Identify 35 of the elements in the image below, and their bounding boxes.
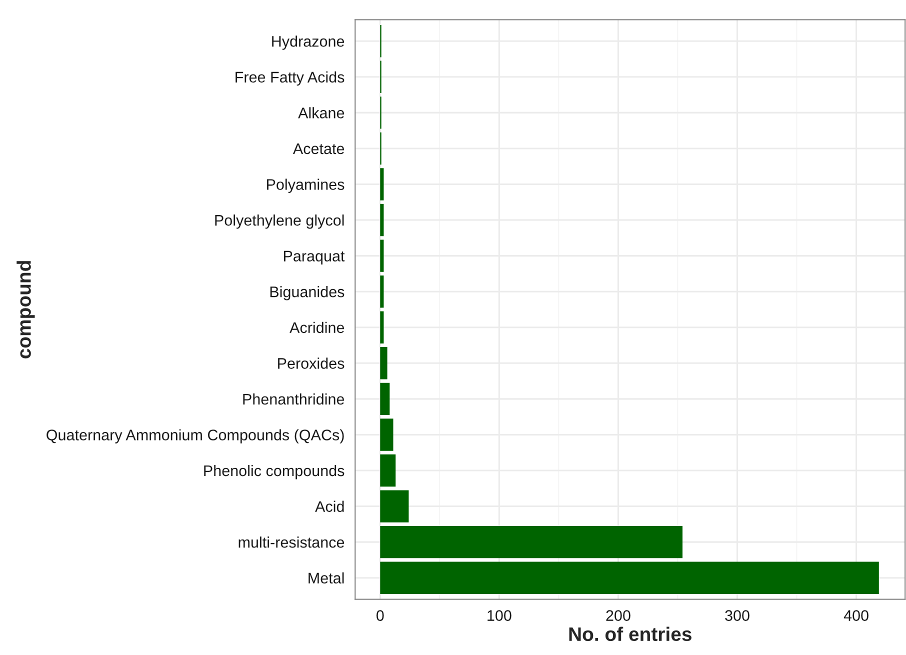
bar <box>380 418 394 451</box>
y-tick-label: Paraquat <box>284 250 345 265</box>
bar <box>380 204 384 236</box>
x-tick-label: 0 <box>376 610 384 621</box>
y-tick-label: Biguanides <box>270 286 344 300</box>
bar <box>380 526 682 558</box>
bar <box>380 311 384 344</box>
y-tick-label: Peroxides <box>278 358 344 369</box>
y-tick-label: multi-resistance <box>238 536 344 548</box>
y-tick-label: Metal <box>308 572 344 584</box>
y-tick-label: Quaternary Ammonium Compounds (QACs) <box>46 429 344 444</box>
y-axis-title: compound <box>16 261 35 358</box>
bar <box>380 275 384 308</box>
x-tick-label: 200 <box>606 610 630 621</box>
y-tick-label: Acid <box>315 500 344 512</box>
y-tick-label: Phenolic compounds <box>204 464 344 480</box>
bar <box>380 454 396 487</box>
x-tick-label: 100 <box>488 610 512 621</box>
bar <box>380 562 879 594</box>
bar <box>380 490 409 522</box>
x-tick-label: 300 <box>725 610 750 621</box>
y-tick-label: Hydrazone <box>272 36 344 50</box>
bar <box>380 382 390 416</box>
y-tick-label: Phenanthridine <box>243 393 344 405</box>
bar <box>380 347 388 380</box>
bar <box>380 168 384 200</box>
y-tick-label: Alkane <box>298 107 344 118</box>
y-tick-label: Polyethylene glycol <box>215 214 344 229</box>
x-tick-label: 400 <box>844 610 868 621</box>
x-axis-title: No. of entries <box>569 626 692 642</box>
y-tick-label: Acridine <box>290 322 344 334</box>
y-tick-label: Polyamines <box>267 178 344 193</box>
y-tick-label: Free Fatty Acids <box>236 71 344 86</box>
y-tick-label: Acetate <box>292 143 344 154</box>
bar <box>380 240 384 272</box>
